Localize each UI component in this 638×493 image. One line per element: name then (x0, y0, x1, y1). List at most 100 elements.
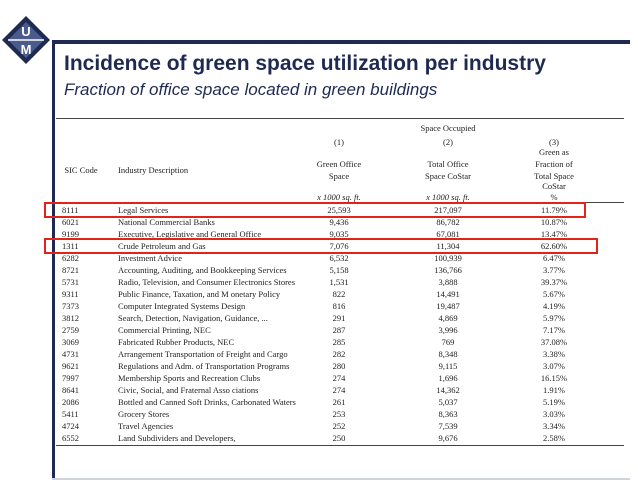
industry-description: Crude Petroleum and Gas (118, 241, 206, 251)
sic-code: 3069 (62, 337, 79, 347)
header-total-1: Total Office (427, 159, 469, 169)
table-row: 4724 Travel Agencies 252 7,539 3.34% (56, 420, 624, 432)
table-row: 3812 Search, Detection, Navigation, Guida… (56, 312, 624, 324)
green-fraction: 3.07% (543, 361, 565, 371)
green-office-space: 274 (332, 385, 346, 395)
total-office-space: 3,888 (438, 277, 458, 287)
unit-total: x 1000 sq. ft. (426, 192, 470, 202)
total-office-space: 8,363 (438, 409, 458, 419)
table-row: 6552 Land Subdividers and Developers, 250 9… (56, 432, 624, 444)
group-header: Space Occupied (420, 123, 476, 133)
green-fraction: 1.91% (543, 385, 565, 395)
total-office-space: 9,115 (438, 361, 458, 371)
table-row: 7373 Computer Integrated Systems Design 81… (56, 300, 624, 312)
green-fraction: 4.19% (543, 301, 565, 311)
header-desc: Industry Description (118, 165, 189, 175)
total-office-space: 136,766 (434, 265, 462, 275)
table-row: 6021 National Commercial Banks 9,436 86,782… (56, 216, 624, 228)
table-row: 5411 Grocery Stores 253 8,363 3.03% (56, 408, 624, 420)
total-office-space: 8,348 (438, 349, 458, 359)
header-green-1: Green Office (316, 159, 362, 169)
sic-code: 7997 (62, 373, 79, 383)
industry-description: Accounting, Auditing, and Bookkeeping Se… (118, 265, 287, 275)
industry-description: Executive, Legislative and General Offic… (118, 229, 262, 239)
sic-code: 6552 (62, 433, 79, 443)
sic-code: 8721 (62, 265, 79, 275)
green-office-space: 252 (332, 421, 346, 431)
green-office-space: 1,531 (329, 277, 349, 287)
green-fraction: 3.03% (543, 409, 565, 419)
green-office-space: 25,593 (327, 205, 351, 215)
green-office-space: 274 (332, 373, 346, 383)
table-row: 2759 Commercial Printing, NEC 287 3,996 7.17… (56, 324, 624, 336)
header-total-2: Space CoStar (424, 171, 472, 181)
green-office-space: 282 (332, 349, 346, 359)
industry-table: Space Occupied (1) (2) (3) SIC Code Indu… (44, 118, 624, 446)
sic-code: 6021 (62, 217, 79, 227)
table-row: 8641 Civic, Social, and Fraternal Asso ci… (56, 384, 624, 396)
um-logo: U M (2, 16, 50, 64)
sic-code: 7373 (62, 301, 79, 311)
header-frac-4: CoStar (542, 181, 566, 191)
green-fraction: 5.67% (543, 289, 565, 299)
green-fraction: 3.38% (543, 349, 565, 359)
header-frac-3: Total Space (534, 171, 574, 181)
frame-left (52, 40, 55, 480)
industry-description: Arrangement Transportation of Freight an… (118, 349, 288, 359)
sic-code: 5731 (62, 277, 79, 287)
table-header: Space Occupied (1) (2) (3) SIC Code Indu… (56, 118, 624, 202)
total-office-space: 100,939 (434, 253, 462, 263)
total-office-space: 3,996 (438, 325, 458, 335)
green-fraction: 11.79% (541, 205, 567, 215)
table-row: 9621 Regulations and Adm. of Transportati… (56, 360, 624, 372)
slide-title: Incidence of green space utilization per… (64, 52, 546, 75)
table-header-rule (56, 202, 624, 203)
green-fraction: 2.58% (543, 433, 565, 443)
green-office-space: 5,158 (329, 265, 349, 275)
total-office-space: 769 (441, 337, 455, 347)
total-office-space: 4,869 (438, 313, 458, 323)
green-office-space: 253 (332, 409, 346, 419)
green-fraction: 5.97% (543, 313, 565, 323)
header-frac-1: Green as (539, 147, 569, 157)
sic-code: 8641 (62, 385, 79, 395)
green-fraction: 62.60% (540, 241, 568, 251)
green-office-space: 250 (332, 433, 346, 443)
header-sic: SIC Code (64, 165, 98, 175)
industry-description: Legal Services (118, 205, 169, 215)
total-office-space: 14,362 (436, 385, 460, 395)
green-office-space: 261 (332, 397, 346, 407)
green-office-space: 7,076 (329, 241, 349, 251)
sic-code: 5411 (62, 409, 79, 419)
industry-description: Civic, Social, and Fraternal Asso ciatio… (118, 385, 259, 395)
green-office-space: 9,436 (329, 217, 349, 227)
green-office-space: 285 (332, 337, 346, 347)
sic-code: 6282 (62, 253, 79, 263)
table-row: 5731 Radio, Television, and Consumer Elec… (56, 276, 624, 288)
green-fraction: 3.77% (543, 265, 565, 275)
total-office-space: 7,539 (438, 421, 458, 431)
industry-description: Land Subdividers and Developers, (118, 433, 236, 443)
green-office-space: 816 (332, 301, 346, 311)
table-row: 7997 Membership Sports and Recreation Clu… (56, 372, 624, 384)
industry-description: Commercial Printing, NEC (118, 325, 211, 335)
table-row: 2086 Bottled and Canned Soft Drinks, Carb… (56, 396, 624, 408)
sic-code: 2759 (62, 325, 79, 335)
industry-description: Public Finance, Taxation, and M onetary … (118, 289, 281, 299)
total-office-space: 9,676 (438, 433, 458, 443)
green-fraction: 6.47% (543, 253, 565, 263)
sic-code: 9311 (62, 289, 79, 299)
unit-green: x 1000 sq. ft. (317, 192, 361, 202)
table-row: 8111 Legal Services 25,593 217,097 11.79% (56, 204, 624, 216)
industry-description: Bottled and Canned Soft Drinks, Carbonat… (118, 397, 296, 407)
col-number-2: (2) (443, 137, 453, 147)
total-office-space: 86,782 (436, 217, 460, 227)
industry-description: Investment Advice (118, 253, 182, 263)
col-number-1: (1) (334, 137, 344, 147)
green-fraction: 3.34% (543, 421, 565, 431)
logo-letter-u: U (21, 24, 30, 39)
industry-description: Grocery Stores (118, 409, 170, 419)
industry-description: National Commercial Banks (118, 217, 215, 227)
industry-description: Membership Sports and Recreation Clubs (118, 373, 261, 383)
green-office-space: 6,532 (329, 253, 349, 263)
